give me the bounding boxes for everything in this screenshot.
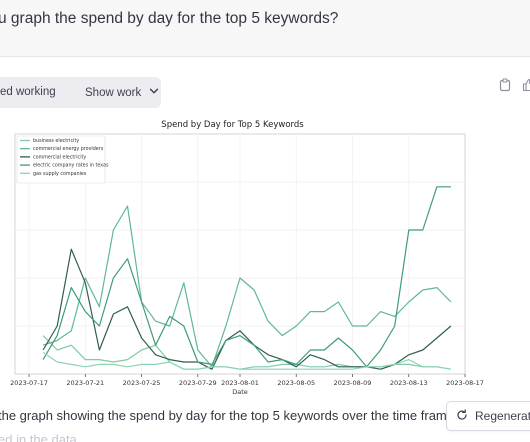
user-message-row: u graph the spend by day for the top 5 k… — [0, 0, 530, 57]
x-tick-label: 2023-07-17 — [10, 379, 48, 387]
assistant-caption: the graph showing the spend by day for t… — [0, 408, 447, 423]
regenerate-label: Regenerate — [475, 409, 530, 423]
x-tick-label: 2023-08-09 — [334, 379, 372, 387]
series-line-3 — [42, 186, 451, 368]
message-actions — [498, 78, 530, 92]
thumbs-up-icon[interactable] — [522, 78, 530, 92]
x-tick-label: 2023-08-13 — [390, 379, 428, 387]
keyword-spend-chart: Spend by Day for Top 5 Keywords 2023-07-… — [0, 117, 490, 395]
show-work-label: Show work — [85, 86, 142, 99]
x-tick-label: 2023-08-01 — [221, 379, 259, 387]
x-tick-label: 2023-07-29 — [179, 379, 217, 387]
assistant-caption-continued: ed in the data — [0, 432, 77, 442]
chart-title: Spend by Day for Top 5 Keywords — [161, 120, 304, 130]
legend-label: commercial energy providers — [33, 146, 104, 152]
regenerate-button[interactable]: Regenerate — [446, 401, 530, 431]
x-tick-label: 2023-08-05 — [277, 379, 315, 387]
x-axis-label: Date — [232, 388, 248, 395]
x-tick-label: 2023-07-25 — [123, 379, 161, 387]
x-tick-label: 2023-07-21 — [66, 379, 104, 387]
x-tick-label: 2023-08-17 — [446, 379, 484, 387]
refresh-icon — [456, 408, 468, 424]
legend-label: gas supply companies — [33, 171, 87, 177]
legend-label: business electricity — [33, 138, 79, 144]
chart-plot-svg: 2023-07-17 2023-07-21 2023-07-25 2023-07-29… — [10, 133, 484, 395]
show-work-button[interactable]: Show work — [85, 81, 159, 104]
series-line-2 — [42, 248, 452, 370]
user-message-text: u graph the spend by day for the top 5 k… — [0, 10, 339, 27]
legend-label: commercial electricity — [33, 154, 86, 160]
code-interpreter-status-pill: ed working Show work — [0, 77, 161, 108]
series-line-1 — [42, 205, 452, 368]
chevron-down-icon — [149, 86, 159, 99]
legend-label: electric company rates in texas — [33, 163, 109, 169]
clipboard-icon[interactable] — [498, 78, 512, 92]
legend-box — [16, 135, 106, 184]
series-line-4 — [42, 351, 452, 370]
work-status-text: ed working — [0, 86, 56, 98]
